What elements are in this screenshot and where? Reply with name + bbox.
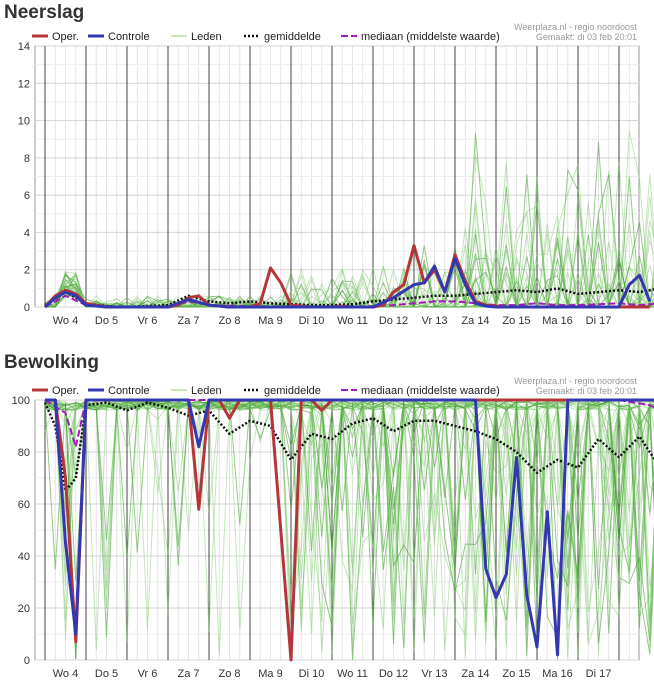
x-tick-label: Za 7 — [177, 668, 199, 680]
x-tick-label: Zo 15 — [502, 315, 530, 327]
series-line-controle — [43, 257, 652, 309]
x-tick-label: Ma 9 — [258, 315, 282, 327]
x-tick-label: Di 10 — [299, 315, 325, 327]
x-tick-label: Ma 16 — [542, 668, 573, 680]
y-tick-label: 0 — [24, 655, 30, 667]
y-tick-label: 10 — [18, 116, 30, 128]
cloud-cover-chart: 0 20 40 60 80 100 Wo 4 Do 5 Vr 6 Za 7 Zo 8 Ma 9 Di 1… — [12, 376, 654, 680]
x-tick-label: Do 5 — [95, 668, 118, 680]
legend-label-leden: Leden — [191, 385, 222, 397]
x-tick-label: Ma 16 — [542, 315, 573, 327]
credit-source: Weerplaza.nl - regio noordoost — [514, 376, 637, 386]
y-tick-label: 80 — [18, 447, 30, 459]
y-tick-label: 4 — [24, 227, 30, 239]
x-tick-label: Vr 6 — [138, 315, 158, 327]
x-tick-label: Wo 11 — [337, 668, 368, 680]
x-tick-label: Do 12 — [379, 315, 408, 327]
x-tick-label: Wo 4 — [53, 668, 78, 680]
x-tick-label: Wo 11 — [337, 315, 368, 327]
x-tick-label: Zo 8 — [218, 315, 240, 327]
chart-legend: Oper. Controle Leden gemiddelde mediaan (mid… — [32, 385, 500, 397]
series-line-gemiddelde — [43, 401, 654, 493]
x-tick-label: Di 17 — [586, 315, 612, 327]
x-tick-label: Ma 9 — [258, 668, 282, 680]
legend-label-oper: Oper. — [52, 31, 79, 43]
x-tick-label: Do 5 — [95, 315, 118, 327]
x-tick-label: Vr 13 — [422, 668, 448, 680]
y-tick-label: 20 — [18, 603, 30, 615]
credit-created: Gemaakt: di 03 feb 20:01 — [536, 386, 637, 396]
legend-label-gemiddelde: gemiddelde — [264, 31, 321, 43]
cloud-cover-panel: Bewolking 0 20 40 60 80 100 Wo 4 Do 5 Vr 6 Za 7 Zo… — [0, 350, 654, 685]
chart-legend: Oper. Controle Leden gemiddelde mediaan (mid… — [32, 31, 500, 43]
legend-label-leden: Leden — [191, 31, 222, 43]
y-tick-label: 12 — [18, 78, 30, 90]
x-tick-label: Di 17 — [586, 668, 612, 680]
legend-label-gemiddelde: gemiddelde — [264, 385, 321, 397]
legend-label-mediaan: mediaan (middelste waarde) — [361, 385, 500, 397]
ensemble-member-line — [44, 400, 654, 651]
x-tick-label: Za 7 — [177, 315, 199, 327]
x-tick-label: Zo 15 — [502, 668, 530, 680]
legend-label-controle: Controle — [108, 385, 150, 397]
y-tick-label: 100 — [12, 395, 30, 407]
y-tick-label: 40 — [18, 551, 30, 563]
x-tick-label: Za 14 — [461, 315, 489, 327]
legend-label-oper: Oper. — [52, 385, 79, 397]
credit-created: Gemaakt: di 03 feb 20:01 — [536, 32, 637, 42]
precipitation-title: Neerslag — [4, 2, 85, 23]
y-tick-label: 60 — [18, 499, 30, 511]
precipitation-chart: 0 2 4 6 8 10 12 14 Wo 4 Do 5 Vr 6 Za 7 Zo 8 Ma 9 Di 10… — [18, 22, 654, 327]
x-tick-label: Wo 4 — [53, 315, 78, 327]
y-tick-label: 8 — [24, 153, 30, 165]
x-tick-label: Vr 13 — [422, 315, 448, 327]
x-tick-label: Zo 8 — [218, 668, 240, 680]
x-tick-label: Do 12 — [379, 668, 408, 680]
cloud-cover-title: Bewolking — [4, 352, 100, 373]
y-tick-label: 6 — [24, 190, 30, 202]
x-tick-label: Di 10 — [299, 668, 325, 680]
ensemble-member-line — [44, 399, 654, 641]
y-tick-label: 14 — [18, 41, 30, 53]
legend-label-controle: Controle — [108, 31, 150, 43]
series-line-controle — [45, 398, 654, 657]
legend-label-mediaan: mediaan (middelste waarde) — [361, 31, 500, 43]
credit-source: Weerplaza.nl - regio noordoost — [514, 22, 637, 32]
x-tick-label: Za 14 — [461, 668, 489, 680]
precipitation-panel: Neerslag 0 2 4 6 8 10 12 14 Wo 4 Do 5 Vr 6 Za 7 Zo 8… — [0, 0, 654, 340]
x-tick-label: Vr 6 — [138, 668, 158, 680]
y-tick-label: 0 — [24, 302, 30, 314]
y-tick-label: 2 — [24, 265, 30, 277]
